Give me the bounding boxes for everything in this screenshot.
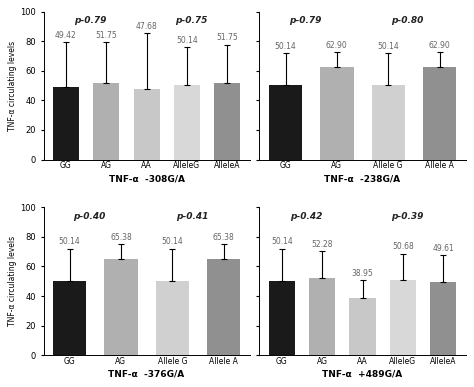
Text: 51.75: 51.75 bbox=[95, 31, 117, 39]
Text: p-0.75: p-0.75 bbox=[175, 16, 207, 25]
Text: 38.95: 38.95 bbox=[352, 269, 374, 277]
Text: 50.14: 50.14 bbox=[59, 237, 81, 247]
Text: p-0.40: p-0.40 bbox=[73, 212, 105, 221]
Text: 62.90: 62.90 bbox=[326, 41, 348, 50]
Text: p-0.80: p-0.80 bbox=[392, 16, 424, 25]
Bar bbox=[104, 259, 137, 355]
Text: 50.14: 50.14 bbox=[271, 237, 293, 247]
Text: 51.75: 51.75 bbox=[216, 34, 238, 43]
Bar bbox=[155, 281, 189, 355]
Bar bbox=[207, 259, 240, 355]
Bar bbox=[214, 83, 240, 159]
Bar bbox=[269, 86, 302, 159]
Bar bbox=[269, 281, 295, 355]
Text: p-0.41: p-0.41 bbox=[176, 212, 208, 221]
X-axis label: TNF-α  -238G/A: TNF-α -238G/A bbox=[325, 174, 401, 183]
Text: 50.14: 50.14 bbox=[377, 42, 399, 51]
Text: 52.28: 52.28 bbox=[311, 240, 333, 249]
Bar bbox=[134, 89, 160, 159]
Bar bbox=[174, 86, 200, 159]
Text: 49.61: 49.61 bbox=[432, 244, 454, 253]
Bar bbox=[309, 278, 335, 355]
Bar bbox=[93, 83, 119, 159]
X-axis label: TNF-α  -376G/A: TNF-α -376G/A bbox=[109, 370, 185, 378]
Bar bbox=[349, 298, 376, 355]
Bar bbox=[423, 67, 456, 159]
Text: 65.38: 65.38 bbox=[213, 233, 235, 241]
Text: p-0.79: p-0.79 bbox=[289, 16, 321, 25]
Bar bbox=[53, 87, 79, 159]
Text: 50.14: 50.14 bbox=[176, 36, 198, 45]
Bar bbox=[320, 67, 354, 159]
Text: 65.38: 65.38 bbox=[110, 233, 132, 241]
Y-axis label: TNF-α circulating levels: TNF-α circulating levels bbox=[9, 236, 18, 326]
X-axis label: TNF-α  -308G/A: TNF-α -308G/A bbox=[109, 174, 184, 183]
Text: 47.68: 47.68 bbox=[136, 22, 157, 31]
Bar bbox=[390, 280, 416, 355]
Text: p-0.42: p-0.42 bbox=[290, 212, 322, 221]
Bar bbox=[53, 281, 86, 355]
Text: 62.90: 62.90 bbox=[428, 41, 450, 50]
Text: p-0.79: p-0.79 bbox=[74, 16, 106, 25]
Text: 50.14: 50.14 bbox=[274, 42, 296, 51]
Text: 50.68: 50.68 bbox=[392, 243, 414, 252]
X-axis label: TNF-α  +489G/A: TNF-α +489G/A bbox=[322, 370, 403, 378]
Bar bbox=[430, 282, 456, 355]
Text: 50.14: 50.14 bbox=[162, 237, 183, 247]
Y-axis label: TNF-α circulating levels: TNF-α circulating levels bbox=[9, 41, 18, 131]
Text: p-0.39: p-0.39 bbox=[391, 212, 423, 221]
Text: 49.42: 49.42 bbox=[55, 31, 77, 40]
Bar bbox=[372, 86, 405, 159]
